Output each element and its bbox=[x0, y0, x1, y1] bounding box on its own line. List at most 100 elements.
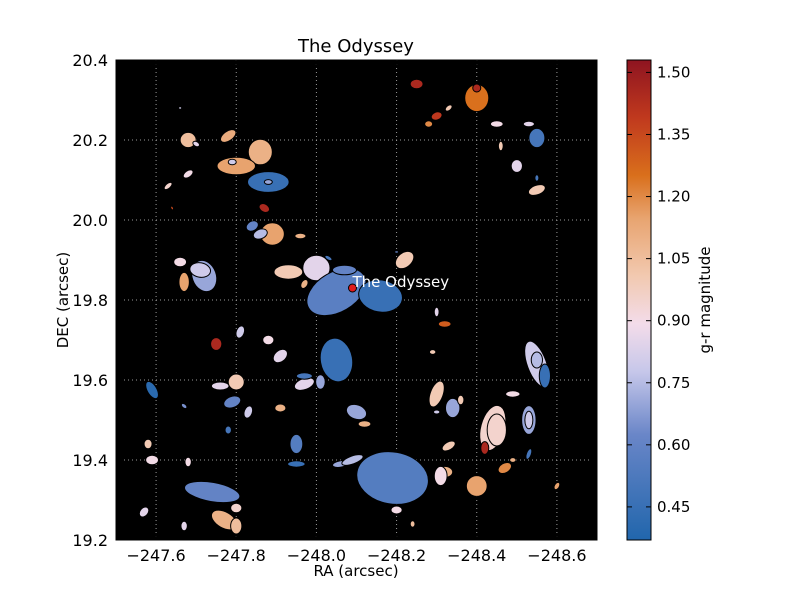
source-ellipse bbox=[178, 106, 183, 110]
source-ellipse bbox=[433, 306, 440, 318]
source-ellipse bbox=[170, 205, 175, 211]
source-ellipse bbox=[273, 264, 304, 280]
x-tick-label: −248.0 bbox=[287, 546, 346, 565]
odyssey-annotation: The Odyssey bbox=[347, 273, 449, 293]
colorbar-tick-label: 1.20 bbox=[657, 188, 690, 206]
source-ellipse bbox=[441, 440, 456, 452]
colorbar-tick-label: 1.05 bbox=[657, 250, 690, 268]
y-axis-ticks: 19.2 19.4 19.6 19.8 20.0 20.2 20.4 bbox=[72, 51, 597, 550]
source-ellipse bbox=[227, 373, 245, 391]
source-ellipse bbox=[143, 438, 153, 450]
source-ellipse bbox=[180, 520, 188, 532]
source-ellipse bbox=[510, 159, 523, 173]
source-ellipse bbox=[497, 140, 504, 152]
source-ellipse bbox=[262, 334, 275, 346]
source-ellipse bbox=[457, 394, 465, 406]
source-ellipse bbox=[433, 465, 448, 487]
source-ellipse bbox=[358, 279, 403, 313]
source-ellipse bbox=[294, 232, 307, 240]
source-ellipse bbox=[394, 250, 400, 254]
x-tick-label: −248.6 bbox=[527, 546, 586, 565]
source-ellipse bbox=[480, 441, 490, 455]
source-ellipse bbox=[315, 374, 326, 390]
source-ellipse bbox=[424, 120, 434, 128]
source-ellipse bbox=[184, 456, 192, 468]
source-ellipse bbox=[184, 480, 241, 504]
odyssey-annotation-label: The Odyssey bbox=[351, 273, 449, 291]
source-ellipse bbox=[145, 454, 159, 466]
source-ellipse bbox=[430, 111, 443, 121]
source-ellipse bbox=[525, 448, 533, 460]
x-tick-label: −248.2 bbox=[367, 546, 426, 565]
y-tick-label: 19.6 bbox=[72, 371, 108, 390]
source-ellipse bbox=[428, 349, 437, 355]
source-ellipse bbox=[524, 410, 534, 430]
source-ellipse bbox=[356, 451, 429, 505]
source-ellipse bbox=[306, 267, 367, 317]
x-tick-label: −247.8 bbox=[207, 546, 266, 565]
source-ellipse bbox=[227, 158, 237, 166]
source-ellipse bbox=[178, 271, 190, 293]
y-axis-title: DEC (arcsec) bbox=[54, 252, 72, 349]
colorbar-tick-label: 0.90 bbox=[657, 312, 690, 330]
source-ellipse bbox=[272, 348, 288, 364]
x-axis-title: RA (arcsec) bbox=[313, 562, 398, 580]
source-ellipse bbox=[409, 78, 424, 90]
source-ellipse bbox=[216, 156, 256, 176]
colorbar: 0.45 0.60 0.75 0.90 1.05 1.20 1.35 1.50 g-r mag… bbox=[626, 59, 714, 541]
y-tick-label: 19.4 bbox=[72, 451, 108, 470]
source-ellipse bbox=[534, 174, 540, 182]
source-ellipse bbox=[189, 262, 212, 278]
source-ellipse bbox=[230, 502, 243, 514]
source-ellipse bbox=[394, 250, 415, 270]
colorbar-tick-label: 0.45 bbox=[657, 498, 690, 516]
source-ellipse bbox=[528, 127, 546, 149]
source-ellipse bbox=[179, 131, 197, 149]
source-ellipses bbox=[138, 78, 561, 535]
odyssey-marker bbox=[347, 283, 357, 293]
source-ellipse bbox=[486, 413, 507, 447]
source-ellipse bbox=[437, 320, 452, 328]
x-tick-label: −248.4 bbox=[447, 546, 506, 565]
colorbar-tick-label: 0.60 bbox=[657, 436, 690, 454]
y-tick-label: 20.2 bbox=[72, 131, 108, 150]
source-ellipse bbox=[444, 104, 453, 112]
source-ellipse bbox=[489, 120, 504, 128]
y-tick-label: 19.2 bbox=[72, 531, 108, 550]
source-ellipse bbox=[295, 372, 313, 380]
source-ellipse bbox=[258, 203, 271, 213]
source-ellipse bbox=[138, 506, 150, 518]
chart-title: The Odyssey bbox=[297, 36, 414, 57]
colorbar-title: g-r magnitude bbox=[696, 246, 714, 353]
source-ellipse bbox=[357, 420, 372, 428]
source-ellipse bbox=[302, 254, 331, 282]
source-ellipse bbox=[472, 83, 482, 93]
x-axis-ticks: −247.6 −247.8 −248.0 −248.2 −248.4 −248.6 bbox=[126, 60, 587, 565]
source-ellipse bbox=[505, 390, 521, 398]
source-ellipse bbox=[274, 403, 287, 413]
y-tick-label: 20.0 bbox=[72, 211, 108, 230]
source-ellipse bbox=[538, 363, 552, 389]
source-ellipse bbox=[553, 481, 561, 491]
y-tick-label: 19.8 bbox=[72, 291, 108, 310]
source-ellipse bbox=[243, 405, 254, 419]
source-ellipse bbox=[210, 337, 223, 351]
source-ellipse bbox=[182, 169, 194, 179]
colorbar-ticks: 0.45 0.60 0.75 0.90 1.05 1.20 1.35 1.50 bbox=[627, 63, 690, 516]
source-ellipse bbox=[223, 395, 242, 409]
source-ellipse bbox=[163, 181, 173, 191]
source-ellipse bbox=[224, 425, 232, 435]
source-ellipse bbox=[263, 179, 273, 185]
source-ellipse bbox=[527, 184, 546, 196]
source-ellipse bbox=[230, 517, 243, 535]
colorbar-tick-label: 1.35 bbox=[657, 125, 690, 143]
source-ellipse bbox=[235, 325, 246, 339]
source-ellipse bbox=[390, 505, 403, 515]
source-ellipse bbox=[192, 140, 201, 148]
source-ellipse bbox=[428, 380, 445, 408]
y-tick-label: 20.4 bbox=[72, 51, 108, 70]
source-ellipse bbox=[252, 228, 268, 240]
colorbar-tick-label: 0.75 bbox=[657, 374, 690, 392]
source-ellipse bbox=[522, 120, 535, 128]
